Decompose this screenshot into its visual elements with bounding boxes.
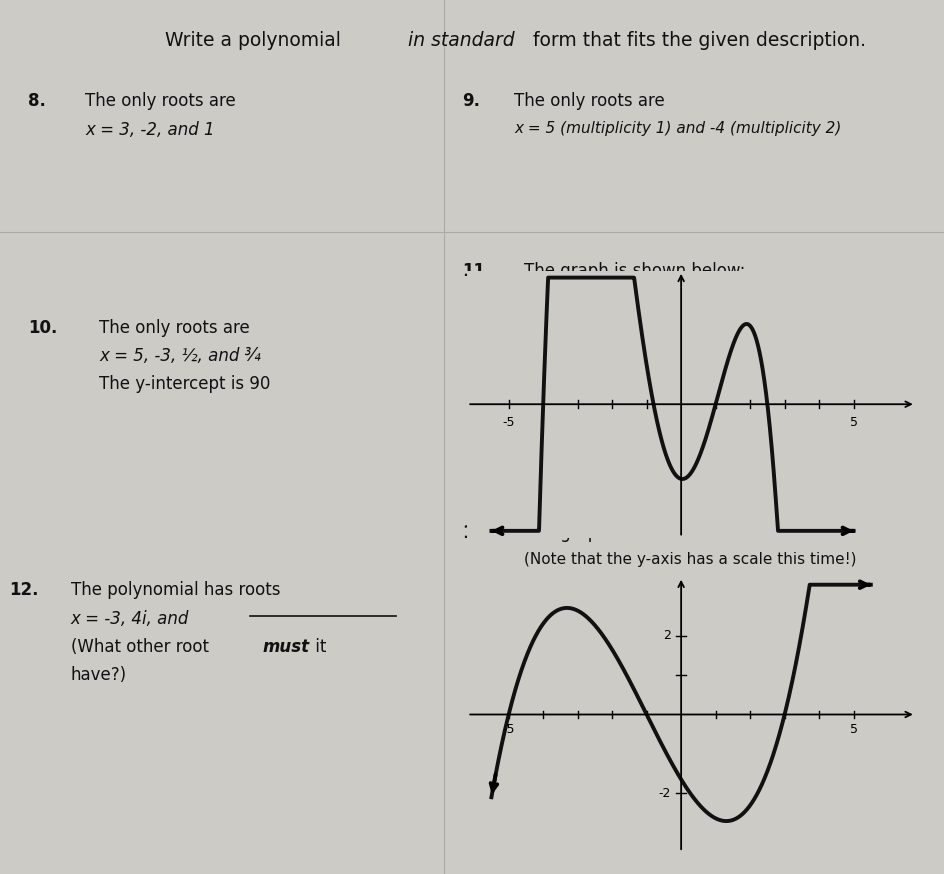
Text: -5: -5 <box>502 416 514 429</box>
Text: 13.: 13. <box>463 524 492 543</box>
Text: 10.: 10. <box>28 319 58 337</box>
Text: The graph is shown below.: The graph is shown below. <box>524 524 744 543</box>
Text: x = -3, 4i, and: x = -3, 4i, and <box>71 610 189 628</box>
Text: Write a polynomial: Write a polynomial <box>165 31 347 50</box>
Text: must: must <box>262 638 310 656</box>
Text: -5: -5 <box>502 723 514 736</box>
Text: in standard: in standard <box>408 31 514 50</box>
Text: 12.: 12. <box>9 581 39 600</box>
Text: 5: 5 <box>850 723 857 736</box>
Text: form that fits the given description.: form that fits the given description. <box>527 31 866 50</box>
Text: -2: -2 <box>658 787 671 800</box>
Text: 8.: 8. <box>28 92 46 110</box>
Text: (Note that the y-axis has a scale this time!): (Note that the y-axis has a scale this t… <box>524 552 856 567</box>
Text: 2: 2 <box>663 629 671 642</box>
Text: 5: 5 <box>850 416 857 429</box>
Text: The only roots are: The only roots are <box>514 92 666 110</box>
Text: 9.: 9. <box>463 92 480 110</box>
Text: (What other root: (What other root <box>71 638 214 656</box>
Text: 11.: 11. <box>463 262 492 281</box>
Text: have?): have?) <box>71 666 126 684</box>
Text: x = 3, -2, and 1: x = 3, -2, and 1 <box>85 121 214 139</box>
Text: The graph is shown below:: The graph is shown below: <box>524 262 746 281</box>
Text: x = 5, -3, ½, and ¾: x = 5, -3, ½, and ¾ <box>99 347 261 365</box>
Text: x = 5 (multiplicity 1) and -4 (multiplicity 2): x = 5 (multiplicity 1) and -4 (multiplic… <box>514 121 842 135</box>
Text: The only roots are: The only roots are <box>85 92 236 110</box>
Text: The only roots are: The only roots are <box>99 319 250 337</box>
Text: The polynomial has roots: The polynomial has roots <box>71 581 280 600</box>
Text: The y-intercept is 90: The y-intercept is 90 <box>99 375 271 393</box>
Text: it: it <box>310 638 326 656</box>
